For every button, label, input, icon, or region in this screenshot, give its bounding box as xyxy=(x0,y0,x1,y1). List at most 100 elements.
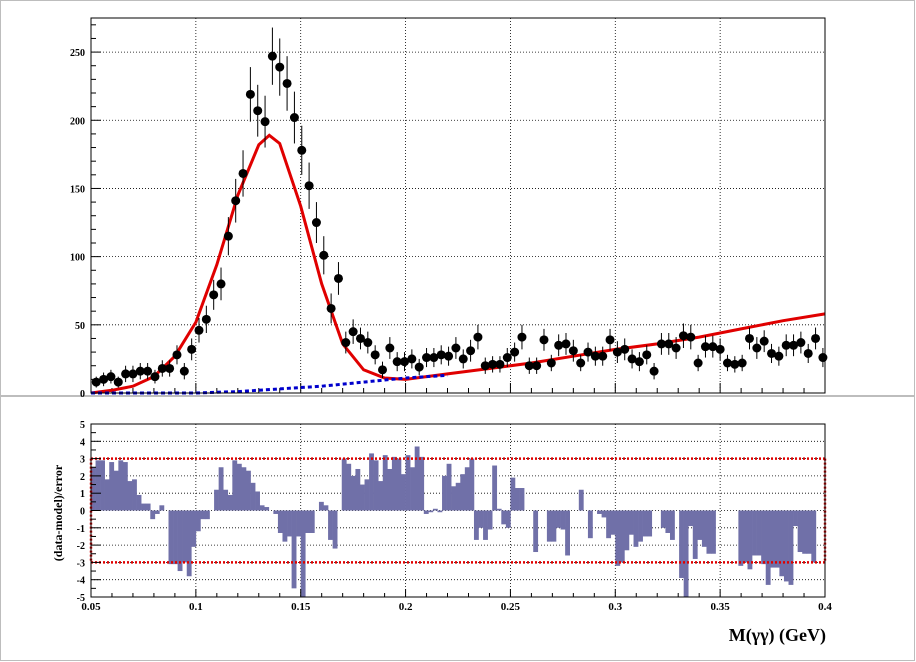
residual-bar xyxy=(455,482,461,511)
residual-bar xyxy=(132,479,137,511)
residual-bar xyxy=(282,510,288,542)
data-point xyxy=(135,366,145,376)
residual-bar xyxy=(401,474,406,511)
residual-bar xyxy=(770,510,776,568)
data-point xyxy=(267,51,277,61)
residual-bar xyxy=(601,510,607,518)
residual-bar xyxy=(501,510,507,525)
residual-bar xyxy=(136,494,142,511)
residual-bar xyxy=(428,510,434,513)
residual-bar xyxy=(100,460,105,511)
data-point xyxy=(730,359,740,369)
x-tick-label: 0.15 xyxy=(291,601,311,613)
residual-bar xyxy=(341,458,347,511)
data-point xyxy=(245,89,255,99)
residual-bar xyxy=(560,510,566,530)
residual-y-tick-label: -3 xyxy=(77,558,85,569)
residual-y-tick-label: 4 xyxy=(80,437,85,448)
residual-bar xyxy=(606,510,612,539)
data-point xyxy=(488,359,498,369)
data-point xyxy=(238,168,248,178)
residual-bar xyxy=(332,510,338,549)
residual-bar xyxy=(410,467,415,511)
residual-bar xyxy=(597,510,602,514)
residual-bar xyxy=(761,510,767,565)
residual-bar xyxy=(350,475,356,511)
residual-bar xyxy=(783,510,789,582)
data-point xyxy=(378,365,388,375)
residual-bar xyxy=(405,455,411,511)
residual-bar xyxy=(587,510,593,539)
residual-bar xyxy=(492,465,498,511)
data-point xyxy=(128,369,138,379)
data-point xyxy=(370,350,380,360)
data-point xyxy=(789,340,799,350)
data-point xyxy=(818,353,828,363)
data-point xyxy=(407,354,417,364)
residual-bar xyxy=(473,510,479,540)
data-point xyxy=(605,335,615,345)
residual-bar xyxy=(701,510,707,547)
residual-bar xyxy=(669,510,675,540)
residual-bar xyxy=(200,510,206,520)
data-point xyxy=(311,218,321,228)
data-point xyxy=(429,353,439,363)
data-point xyxy=(414,362,424,372)
data-point xyxy=(722,358,732,368)
data-point xyxy=(216,279,226,289)
data-point xyxy=(612,347,622,357)
residual-bar xyxy=(168,510,174,565)
top-plot-area: 0 50 100 150 200 250 xyxy=(70,17,828,400)
residual-bar xyxy=(118,460,124,511)
residual-bar xyxy=(679,510,684,578)
residual-bar xyxy=(223,489,229,511)
residual-bar xyxy=(232,460,238,511)
residual-y-tick-label: -2 xyxy=(77,541,85,552)
data-point xyxy=(708,342,718,352)
residual-bar xyxy=(127,481,133,511)
top-y-tick-label: 150 xyxy=(70,184,85,195)
residual-bar xyxy=(109,462,115,511)
data-point xyxy=(752,343,762,353)
data-point xyxy=(231,196,241,206)
data-point xyxy=(451,343,461,353)
data-point xyxy=(745,333,755,343)
data-point xyxy=(121,369,131,379)
data-point xyxy=(715,344,725,354)
residual-bar xyxy=(610,510,616,535)
data-point xyxy=(400,357,410,367)
x-tick-label: 0.25 xyxy=(501,601,521,613)
data-point xyxy=(99,374,109,384)
top-y-tick-label: 0 xyxy=(80,389,85,400)
residual-bar xyxy=(346,463,352,511)
residual-bar xyxy=(191,510,197,547)
data-point xyxy=(113,377,123,387)
residual-bar xyxy=(793,510,798,527)
residual-bar xyxy=(683,510,689,597)
x-tick-label: 0.4 xyxy=(818,601,832,613)
residual-bar xyxy=(638,510,643,542)
residual-bar xyxy=(802,510,808,554)
data-point xyxy=(341,338,351,348)
data-point xyxy=(466,346,476,356)
residual-bar xyxy=(273,510,279,514)
residual-bar xyxy=(378,481,384,511)
residual-bar xyxy=(287,510,292,537)
data-point xyxy=(620,344,630,354)
residual-bar xyxy=(355,468,361,511)
residual-bar xyxy=(647,510,653,537)
data-point xyxy=(554,340,564,350)
data-point xyxy=(253,106,263,116)
residual-bar xyxy=(382,455,388,511)
data-point xyxy=(576,358,586,368)
data-point xyxy=(392,357,402,367)
data-point xyxy=(539,335,549,345)
data-point xyxy=(333,273,343,283)
residual-bar xyxy=(186,510,192,577)
residual-bar xyxy=(706,510,712,554)
residual-bar xyxy=(277,510,283,533)
data-point xyxy=(532,361,542,371)
data-point xyxy=(678,331,688,341)
residual-bar xyxy=(305,510,311,533)
data-point xyxy=(524,361,534,371)
